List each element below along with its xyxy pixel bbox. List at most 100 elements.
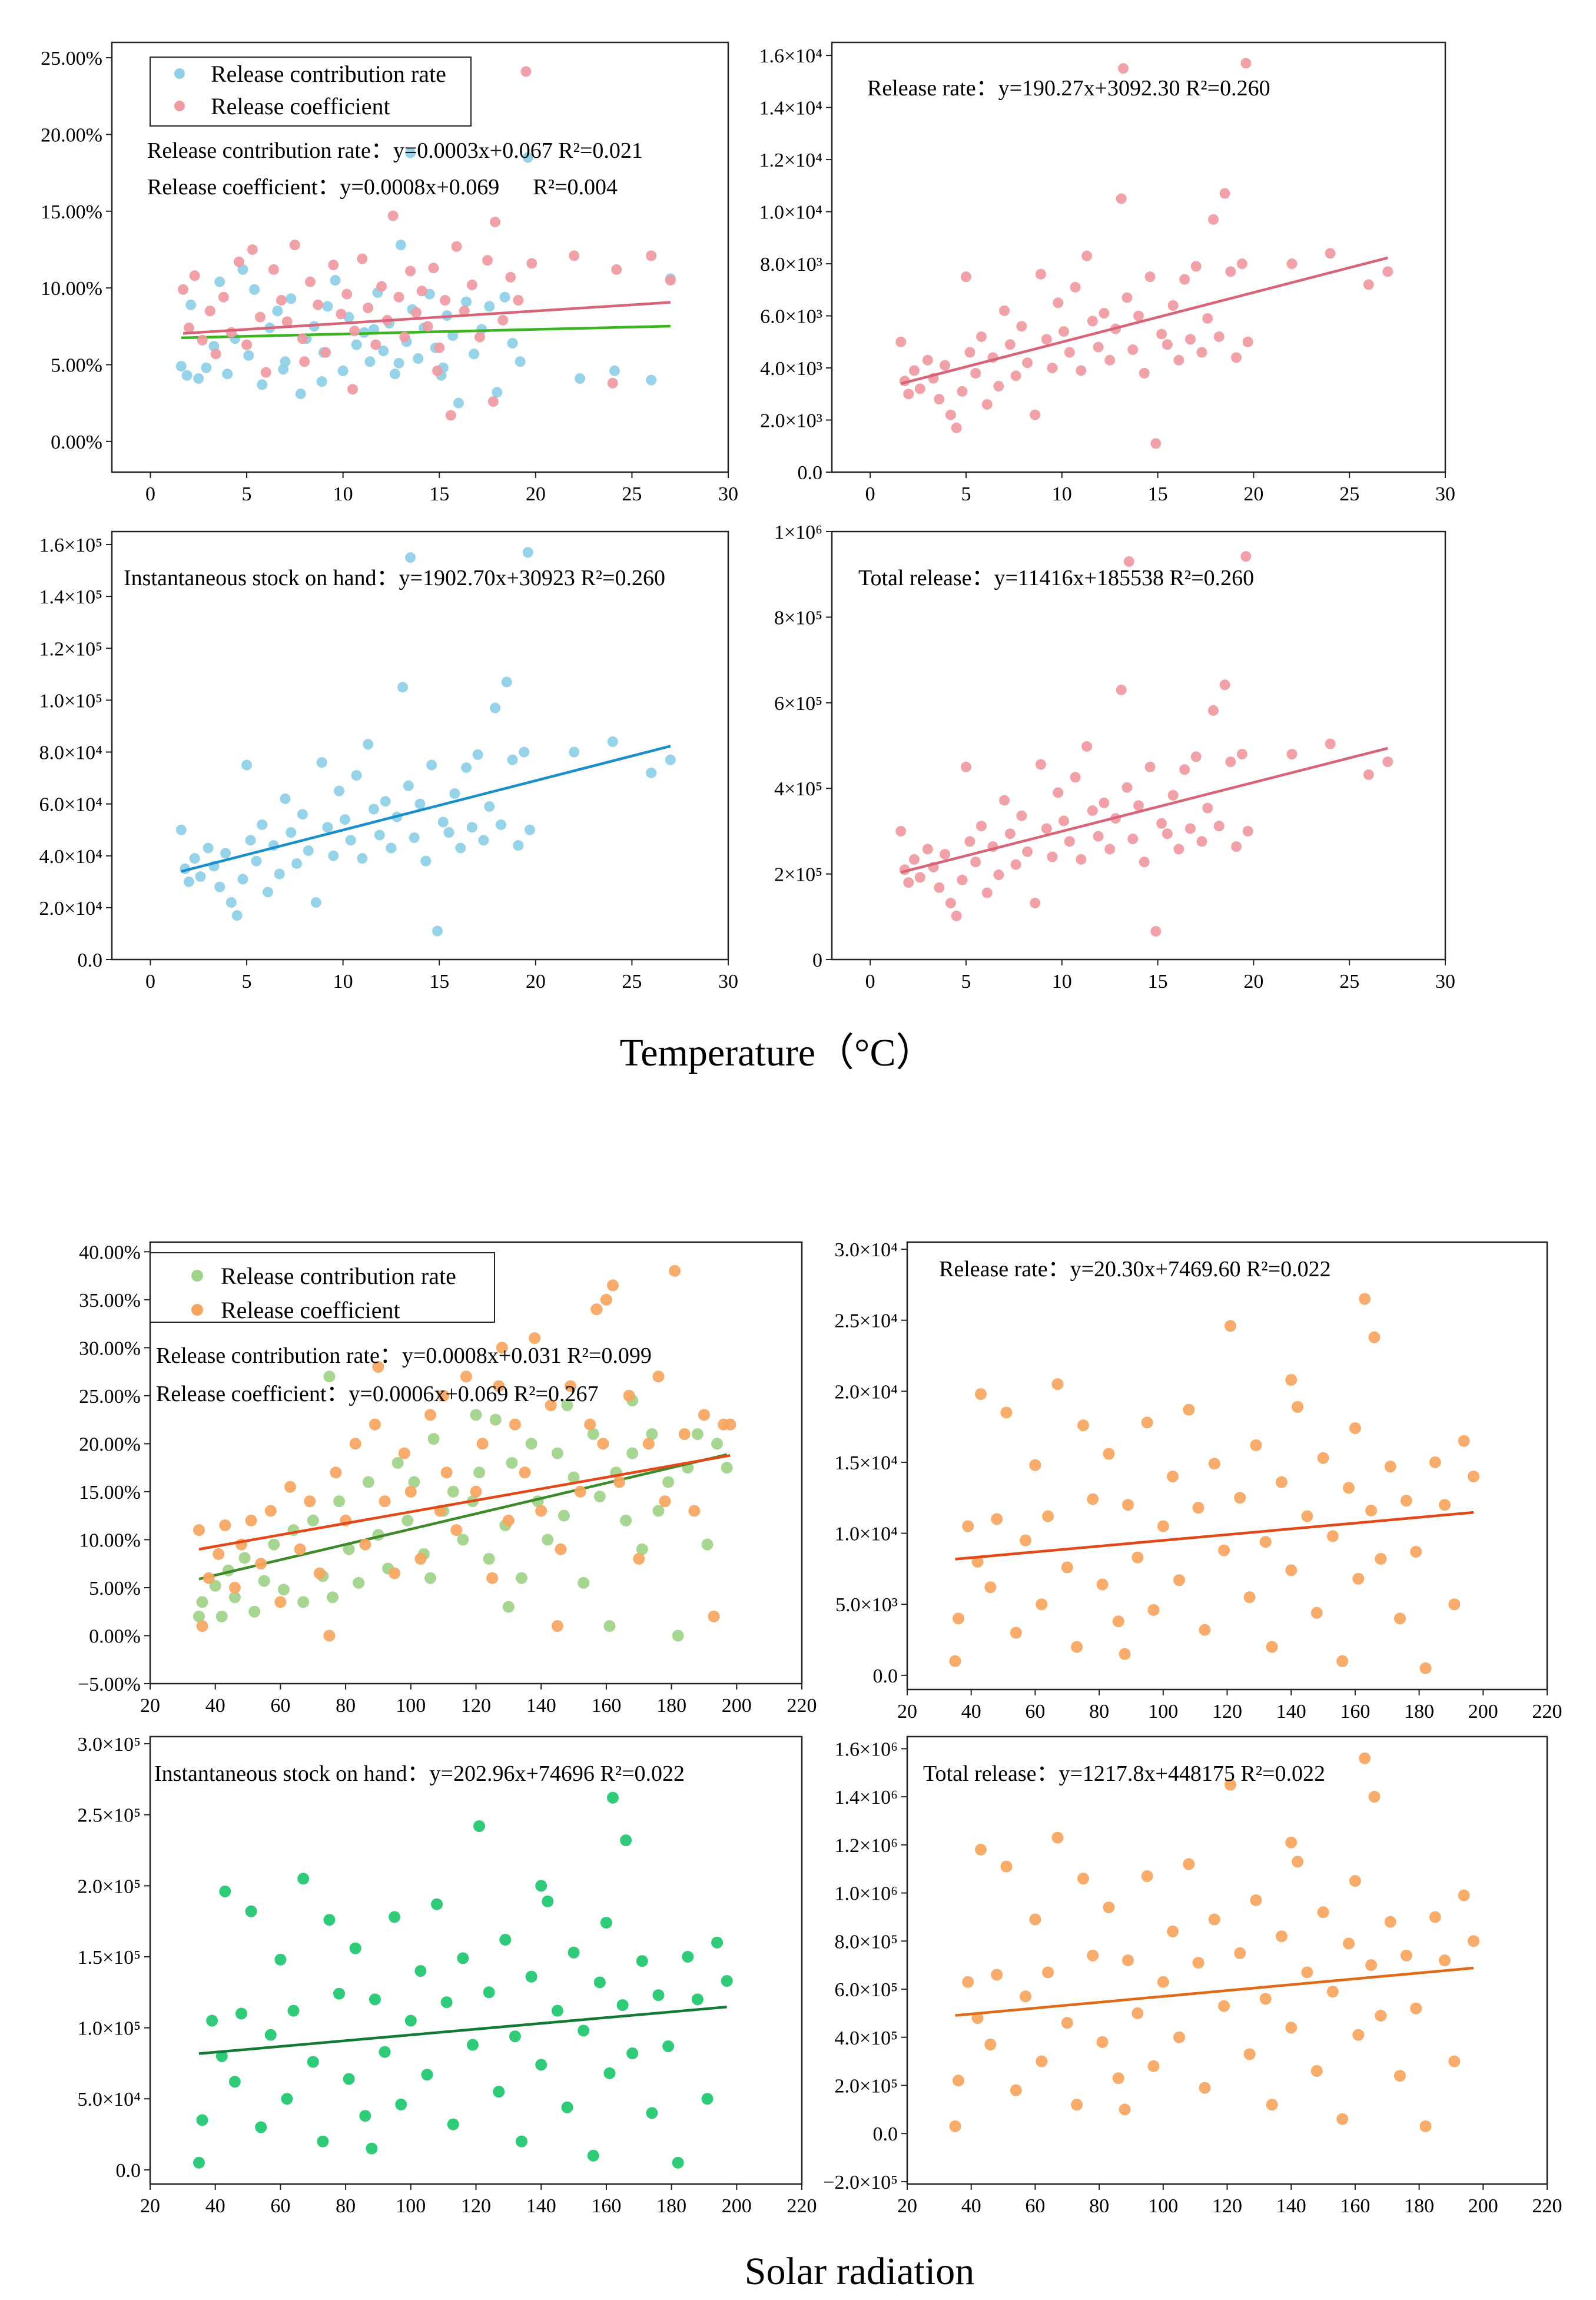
data-point bbox=[975, 1388, 987, 1400]
data-point bbox=[981, 399, 993, 410]
panel-b-marks bbox=[895, 58, 1393, 449]
data-point bbox=[402, 1514, 414, 1526]
data-point bbox=[277, 1584, 290, 1596]
data-point bbox=[981, 887, 993, 898]
equation-contribution: Release contribution rate：y=0.0003x+0.06… bbox=[147, 138, 643, 163]
y-tick-label: 2.0×10³ bbox=[760, 410, 822, 432]
data-point bbox=[297, 333, 308, 344]
data-point bbox=[1077, 1873, 1089, 1885]
x-tick-label: 180 bbox=[1404, 2195, 1434, 2217]
data-point bbox=[505, 271, 516, 283]
data-point bbox=[1207, 705, 1219, 716]
data-point bbox=[1301, 1510, 1313, 1522]
panel-a-frame bbox=[111, 41, 729, 473]
data-point bbox=[268, 264, 279, 275]
y-tick-label: 1.5×10⁴ bbox=[834, 1452, 898, 1474]
data-point bbox=[339, 814, 350, 825]
data-point bbox=[578, 1577, 590, 1589]
data-point bbox=[1117, 63, 1129, 74]
data-point bbox=[519, 746, 530, 758]
data-point bbox=[437, 1389, 450, 1402]
data-point bbox=[255, 1558, 267, 1570]
data-point bbox=[1242, 825, 1253, 837]
x-tick-label: 140 bbox=[1276, 1701, 1306, 1722]
data-point bbox=[470, 1409, 482, 1421]
panel-h: 20 40 60 80 100 120 140 160 180 200 220 −2.0×10⁵ 0.0… bbox=[823, 1735, 1562, 2217]
data-point bbox=[228, 1581, 241, 1594]
data-point bbox=[565, 1380, 577, 1392]
panel-c-frame bbox=[111, 530, 729, 961]
data-point bbox=[1016, 321, 1027, 332]
data-point bbox=[193, 1610, 205, 1622]
data-point bbox=[183, 322, 194, 333]
x-tick-label: 60 bbox=[1025, 1701, 1045, 1722]
data-point bbox=[1081, 741, 1093, 752]
data-point bbox=[316, 757, 327, 768]
data-point bbox=[372, 1360, 384, 1373]
x-tick-label: 10 bbox=[333, 971, 353, 993]
y-tick-label: 1.0×10⁴ bbox=[834, 1524, 898, 1545]
data-point bbox=[1167, 1925, 1179, 1937]
x-tick-label: 140 bbox=[1276, 2195, 1306, 2217]
panel-g-axes: 20 40 60 80 100 120 140 160 180 200 220 0.0 5.0×10⁴ 1… bbox=[77, 1734, 817, 2217]
data-point bbox=[945, 898, 956, 909]
data-point bbox=[940, 360, 951, 371]
data-point bbox=[387, 210, 399, 221]
data-point bbox=[1167, 1471, 1179, 1483]
panel-f-marks bbox=[949, 1293, 1479, 1674]
data-point bbox=[613, 1476, 626, 1488]
data-point bbox=[626, 1447, 639, 1459]
y-tick-label: 1.0×10⁵ bbox=[39, 690, 102, 712]
data-point bbox=[970, 857, 981, 868]
data-point bbox=[626, 2047, 639, 2060]
data-point bbox=[351, 339, 362, 350]
data-point bbox=[359, 1538, 371, 1551]
x-tick-label: 160 bbox=[1340, 2195, 1370, 2217]
y-tick-label: 4×10⁵ bbox=[774, 778, 822, 800]
data-point bbox=[1448, 1598, 1461, 1611]
data-point bbox=[962, 1520, 974, 1532]
data-point bbox=[590, 1303, 603, 1316]
y-tick-label: 4.0×10⁴ bbox=[39, 846, 102, 868]
data-point bbox=[999, 795, 1010, 806]
data-point bbox=[526, 258, 537, 269]
data-point bbox=[971, 2012, 984, 2024]
legend-label-coefficient: Release coefficient bbox=[211, 93, 390, 120]
data-point bbox=[235, 2007, 247, 2020]
data-point bbox=[1410, 2002, 1422, 2014]
data-point bbox=[1183, 1858, 1195, 1870]
data-point bbox=[1285, 1564, 1298, 1577]
data-point bbox=[646, 1428, 658, 1441]
data-point bbox=[405, 552, 416, 563]
data-point bbox=[991, 1969, 1003, 1981]
fit-line bbox=[900, 746, 1388, 874]
data-point bbox=[1467, 1935, 1479, 1947]
x-tick-label: 220 bbox=[1532, 1701, 1562, 1722]
panel-h-marks bbox=[949, 1752, 1479, 2132]
data-point bbox=[542, 1534, 554, 1546]
data-point bbox=[351, 770, 362, 781]
data-point bbox=[1317, 1906, 1329, 1919]
data-point bbox=[688, 1505, 701, 1517]
data-point bbox=[1070, 772, 1081, 783]
y-tick-label: 1.4×10⁶ bbox=[834, 1787, 898, 1808]
data-point bbox=[1087, 316, 1098, 327]
data-point bbox=[970, 367, 981, 379]
x-tick-label: 120 bbox=[1212, 2195, 1242, 2217]
data-point bbox=[1133, 800, 1144, 811]
data-point bbox=[1077, 1419, 1089, 1432]
data-point bbox=[945, 409, 956, 420]
fit-line bbox=[955, 1511, 1474, 1561]
data-point bbox=[447, 330, 459, 341]
x-tick-label: 15 bbox=[1148, 971, 1168, 993]
y-tick-label: 0.00% bbox=[89, 1625, 141, 1647]
data-point bbox=[443, 827, 454, 838]
data-point bbox=[975, 1844, 987, 1856]
data-point bbox=[196, 1620, 208, 1632]
data-point bbox=[363, 739, 374, 750]
data-point bbox=[414, 1553, 427, 1565]
data-point bbox=[447, 1485, 459, 1498]
data-point bbox=[951, 910, 962, 921]
data-point bbox=[1104, 844, 1116, 855]
data-point bbox=[1218, 2000, 1230, 2012]
